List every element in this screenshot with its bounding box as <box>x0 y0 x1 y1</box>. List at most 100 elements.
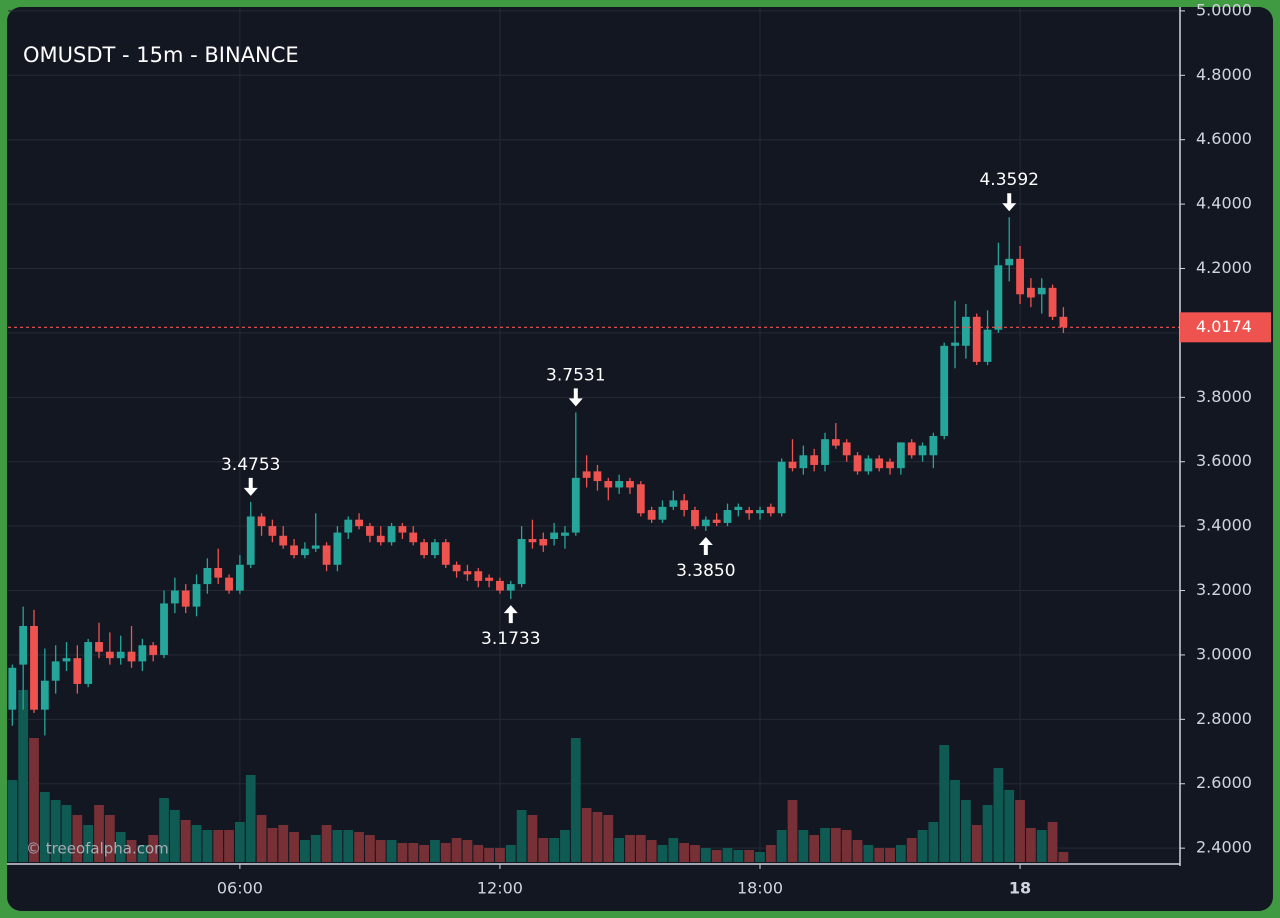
candle-body <box>235 564 244 591</box>
volume-bar <box>928 822 939 862</box>
volume-bar <box>7 780 18 862</box>
candle-body <box>431 542 439 556</box>
candle-body <box>701 519 710 527</box>
volume-bar <box>939 745 950 862</box>
candle-body <box>311 545 320 549</box>
volume-bar <box>971 825 982 862</box>
annotation-arrow <box>1002 193 1017 212</box>
volume-bar <box>679 843 690 862</box>
volume-bar <box>744 850 755 862</box>
volume-bar <box>711 850 722 862</box>
volume-bar <box>94 805 104 862</box>
annotation-arrow <box>243 477 258 496</box>
volume-bar <box>408 843 419 862</box>
candle-body <box>149 645 158 655</box>
volume-bar <box>1015 800 1025 862</box>
candle-body <box>972 316 981 362</box>
candle-body <box>170 590 179 604</box>
y-tick-label: 4.2000 <box>1196 258 1252 277</box>
chart-title: OMUSDT - 15m - BINANCE <box>23 43 299 67</box>
candle-body <box>799 455 808 469</box>
volume-bar <box>549 838 560 862</box>
candle-body <box>582 471 591 478</box>
volume-bar <box>300 840 310 862</box>
candle-body <box>875 458 884 469</box>
candle-body <box>777 461 786 514</box>
y-tick-label: 4.8000 <box>1196 65 1252 84</box>
candle-body <box>51 661 60 681</box>
volume-bar <box>917 830 928 862</box>
volume-bar <box>126 840 137 862</box>
candle-body <box>8 667 17 710</box>
volume-bar <box>473 845 484 862</box>
volume-bar <box>83 825 94 862</box>
volume-bar <box>895 845 906 862</box>
annotation-arrow <box>568 388 583 407</box>
candle-body <box>30 625 38 710</box>
candle-body <box>604 481 613 488</box>
y-tick-label: 2.6000 <box>1196 773 1252 792</box>
candle-body <box>19 625 28 665</box>
candle-body <box>290 545 298 556</box>
y-tick-label: 3.6000 <box>1196 451 1252 470</box>
candle-body <box>983 329 992 362</box>
volume-bar <box>592 812 603 862</box>
volume-bar <box>1026 828 1036 862</box>
candle-body <box>853 455 862 472</box>
volume-bar <box>614 838 625 862</box>
candle-body <box>452 564 461 572</box>
volume-bar <box>484 848 494 862</box>
volume-bar <box>820 828 830 862</box>
volume-bar <box>202 830 213 862</box>
volume-layer <box>7 690 1069 862</box>
y-tick-label: 3.8000 <box>1196 387 1252 406</box>
volume-bar <box>798 830 809 862</box>
volume-bar <box>625 835 635 862</box>
volume-bar <box>430 840 440 862</box>
candle-body <box>279 535 288 546</box>
candle-body <box>474 571 483 581</box>
volume-bar <box>256 815 267 862</box>
volume-bar <box>961 800 971 862</box>
candle-body <box>864 458 873 472</box>
volume-bar <box>1047 822 1058 862</box>
volume-bar <box>603 815 614 862</box>
candle-body <box>192 584 201 607</box>
volume-bar <box>332 830 343 862</box>
candle-body <box>961 316 970 346</box>
volume-bar <box>755 852 765 862</box>
volume-bar <box>343 830 354 862</box>
candle-body <box>181 590 190 607</box>
x-tick-label: 12:00 <box>477 879 523 898</box>
candle-body <box>528 539 537 543</box>
volume-bar <box>668 838 679 862</box>
candle-body <box>1005 258 1014 266</box>
candle-body <box>496 580 504 591</box>
volume-bar <box>570 738 581 862</box>
candle-body <box>539 539 548 546</box>
candle-body <box>561 532 569 536</box>
volume-bar <box>1058 852 1069 862</box>
candle-layer <box>8 217 1068 736</box>
volume-bar <box>245 775 256 862</box>
y-tick-label: 4.4000 <box>1196 194 1252 213</box>
grid-layer <box>8 8 1180 862</box>
candle-body <box>712 519 721 523</box>
overlay-layer: 3.4753 3.1733 3.7531 3.3850 4.3592 <box>8 170 1180 649</box>
volume-bar <box>700 848 711 862</box>
candle-body <box>441 542 450 565</box>
candle-body <box>1026 287 1035 298</box>
candle-body <box>1037 287 1046 295</box>
candle-body <box>95 642 103 652</box>
candle-body <box>951 342 959 346</box>
volume-bar <box>462 840 473 862</box>
candle-body <box>1048 287 1057 317</box>
volume-bar <box>722 848 733 862</box>
candle-body <box>940 345 949 436</box>
volume-bar <box>278 825 289 862</box>
candle-body <box>810 455 819 465</box>
volume-bar <box>397 843 408 862</box>
candle-body <box>463 571 472 575</box>
candle-body <box>756 510 764 514</box>
